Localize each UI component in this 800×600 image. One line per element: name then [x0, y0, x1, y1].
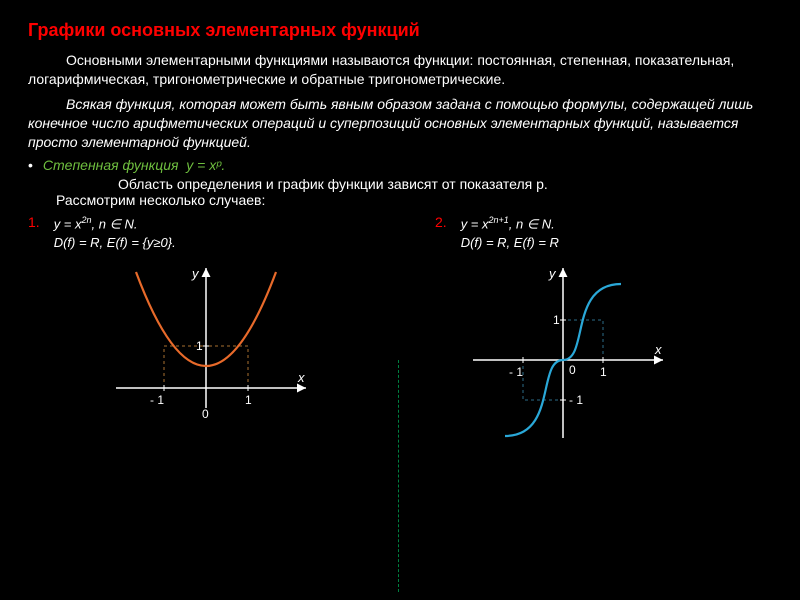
case-1: 1. y = x2n, n ∈ N. D(f) = R, E(f) = {y≥0…: [28, 214, 395, 440]
svg-text:- 1: - 1: [150, 393, 164, 407]
case-2-eq-exp: 2n+1: [489, 215, 509, 225]
svg-text:0: 0: [202, 407, 209, 421]
svg-text:0: 0: [569, 363, 576, 377]
case-1-eq-base: y = x: [54, 217, 82, 232]
case-1-domain: D(f) = R, E(f) = {y≥0}.: [54, 235, 176, 250]
paragraph-2: Всякая функция, которая может быть явным…: [28, 95, 772, 152]
svg-text:1: 1: [600, 365, 607, 379]
case-1-text: y = x2n, n ∈ N. D(f) = R, E(f) = {y≥0}.: [54, 214, 176, 252]
paragraph-1: Основными элементарными функциями называ…: [28, 51, 772, 89]
svg-text:1: 1: [553, 313, 560, 327]
svg-text:1: 1: [245, 393, 252, 407]
case-2-eq-base: y = x: [461, 217, 489, 232]
svg-text:y: y: [191, 266, 200, 281]
case-1-number: 1.: [28, 214, 40, 230]
case-1-eq-tail: , n ∈ N.: [92, 217, 138, 232]
case-2-heading: 2. y = x2n+1, n ∈ N. D(f) = R, E(f) = R: [435, 214, 772, 252]
case-2-number: 2.: [435, 214, 447, 230]
case-1-heading: 1. y = x2n, n ∈ N. D(f) = R, E(f) = {y≥0…: [28, 214, 395, 252]
case-2: 2. y = x2n+1, n ∈ N. D(f) = R, E(f) = R …: [405, 214, 772, 440]
svg-text:x: x: [297, 370, 305, 385]
power-function-text: Степенная функция: [43, 157, 179, 173]
cases-intro: Рассмотрим несколько случаев:: [56, 192, 772, 208]
case-2-eq-tail: , n ∈ N.: [509, 217, 555, 232]
case-2-chart: y x 1 - 1 1 0 - 1: [445, 260, 772, 440]
cubic-chart: y x 1 - 1 1 0 - 1: [445, 260, 685, 440]
power-function-label: Степенная функция y = xᵖ.: [43, 157, 225, 173]
slide-title: Графики основных элементарных функций: [28, 20, 772, 41]
bullet-power-function: • Степенная функция y = xᵖ.: [28, 157, 772, 173]
bullet-marker: •: [28, 157, 33, 173]
svg-text:y: y: [548, 266, 557, 281]
case-2-text: y = x2n+1, n ∈ N. D(f) = R, E(f) = R: [461, 214, 559, 252]
parabola-chart: y x 1 - 1 1 0: [88, 260, 308, 430]
svg-text:x: x: [654, 342, 662, 357]
svg-text:1: 1: [196, 339, 203, 353]
svg-text:- 1: - 1: [569, 393, 583, 407]
case-2-domain: D(f) = R, E(f) = R: [461, 235, 559, 250]
svg-text:- 1: - 1: [509, 365, 523, 379]
case-1-chart: y x 1 - 1 1 0: [88, 260, 395, 430]
power-function-eq: y = xᵖ.: [186, 157, 225, 173]
case-1-eq-exp: 2n: [82, 215, 92, 225]
cases-row: 1. y = x2n, n ∈ N. D(f) = R, E(f) = {y≥0…: [28, 214, 772, 440]
